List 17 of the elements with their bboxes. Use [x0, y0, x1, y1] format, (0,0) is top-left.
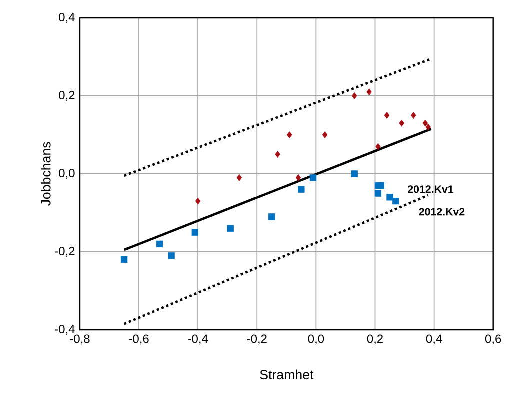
x-tick-label: 0,0: [308, 334, 324, 345]
y-axis-title: Jobbchans: [41, 142, 51, 206]
annotation: 2012.Kv1: [408, 186, 454, 194]
x-tick-label: 0,4: [426, 334, 442, 345]
y-tick-label: 0,2: [59, 91, 75, 101]
x-tick-label: -0,6: [129, 334, 149, 345]
x-tick-label: -0,8: [70, 334, 90, 345]
y-tick-label: -0,4: [55, 325, 75, 335]
y-tick-label: 0,4: [59, 13, 75, 23]
x-tick-label: -0,4: [188, 334, 208, 345]
x-tick-label: 0,6: [485, 334, 502, 345]
annotation: 2012.Kv2: [419, 208, 465, 216]
y-tick-label: -0,2: [55, 247, 75, 257]
y-tick-label: 0,0: [59, 169, 75, 179]
x-tick-label: -0,2: [247, 334, 267, 345]
x-axis-title: Stramhet: [260, 370, 314, 380]
x-tick-label: 0,2: [367, 334, 383, 345]
